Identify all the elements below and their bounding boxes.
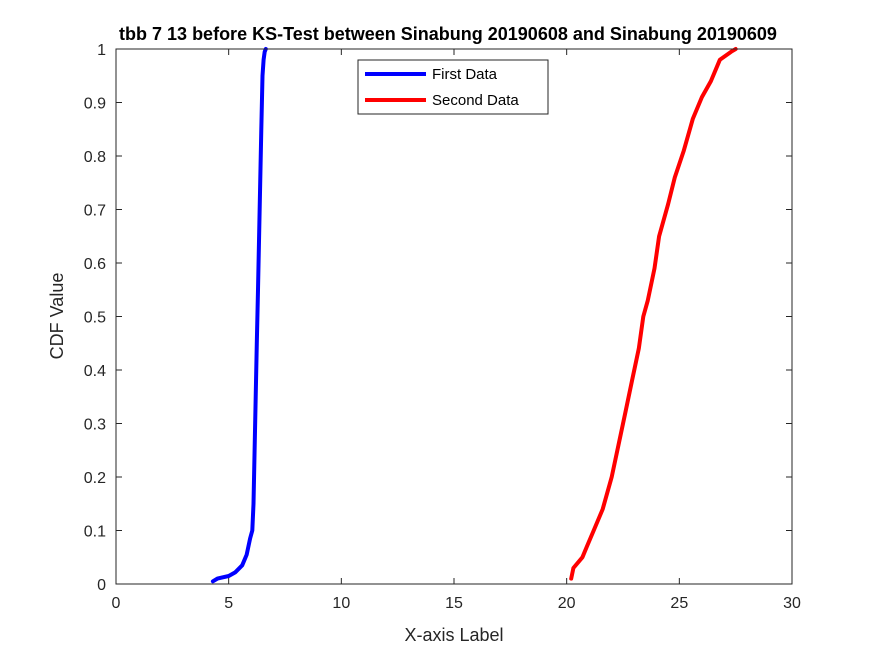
y-axis-label: CDF Value (47, 273, 67, 360)
series-line-first (210, 47, 268, 584)
y-tick-label: 0.8 (84, 149, 106, 166)
y-tick-label: 1 (97, 42, 106, 59)
legend-label-first: First Data (432, 66, 498, 83)
y-tick-label: 0.7 (84, 203, 106, 220)
y-tick-label: 0.9 (84, 96, 106, 113)
x-tick-label: 0 (112, 595, 121, 612)
x-tick-label: 15 (445, 595, 463, 612)
legend: First Data Second Data (357, 59, 549, 115)
plot-area (116, 49, 792, 584)
y-tick-label: 0.4 (84, 363, 106, 380)
y-tick-label: 0.2 (84, 470, 106, 487)
lines-layer (210, 47, 738, 584)
legend-label-second: Second Data (432, 92, 519, 109)
legend-box (357, 59, 549, 115)
ticks-layer: 0 5 10 15 20 25 30 0 0.1 0.2 0.3 0.4 0.5 0.6 0.7 0.8 0.9… (84, 42, 801, 612)
x-tick-label: 30 (783, 595, 801, 612)
x-axis-label: X-axis Label (404, 625, 503, 645)
y-tick-label: 0.5 (84, 310, 106, 327)
y-tick-label: 0 (97, 577, 106, 594)
x-tick-label: 20 (558, 595, 576, 612)
series-line-second (569, 47, 738, 581)
x-tick-label: 5 (224, 595, 233, 612)
x-tick-label: 10 (332, 595, 350, 612)
y-tick-label: 0.1 (84, 524, 106, 541)
chart-title: tbb 7 13 before KS-Test between Sinabung… (119, 24, 777, 44)
x-tick-label: 25 (670, 595, 688, 612)
y-tick-label: 0.6 (84, 256, 106, 273)
y-tick-label: 0.3 (84, 417, 106, 434)
